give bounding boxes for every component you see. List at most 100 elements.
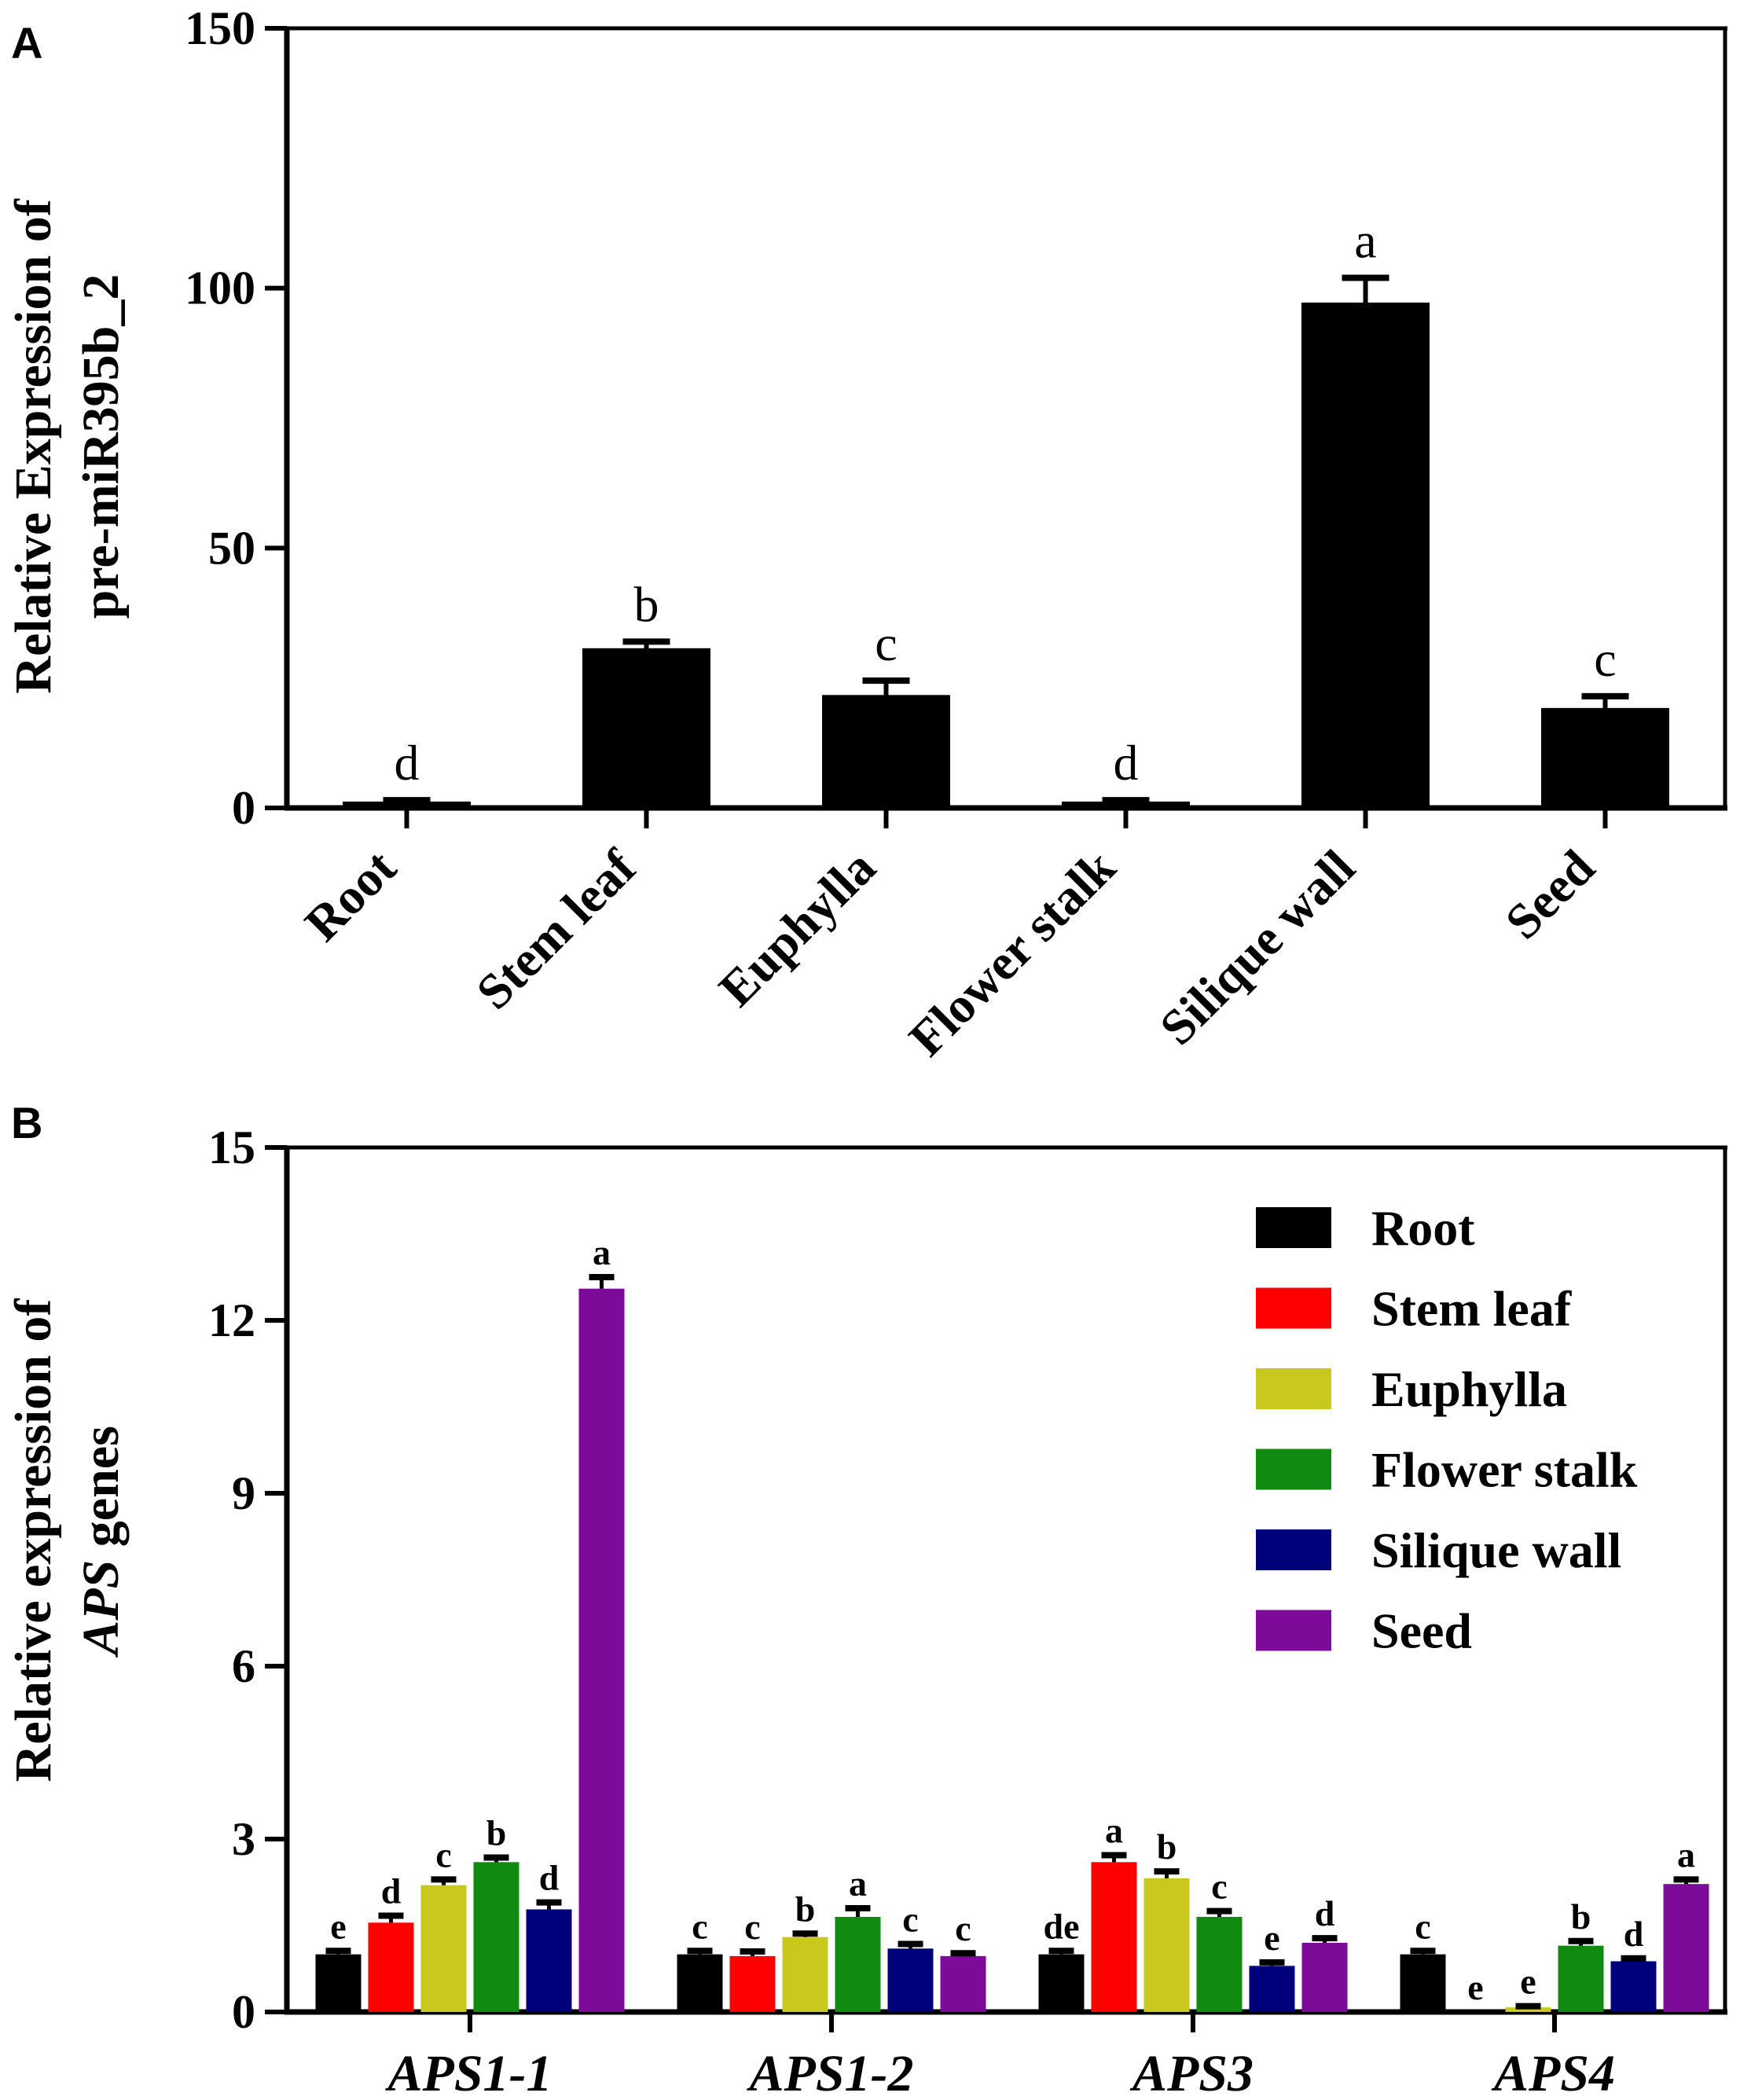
- legend-label: Flower stalk: [1371, 1442, 1638, 1498]
- panel-b-ytick-label: 9: [232, 1467, 255, 1519]
- panel-a-ylabel-line1: Relative Expression of: [5, 198, 62, 693]
- panel-a-bar: [343, 801, 471, 810]
- panel-b-ylabel-italic: APS: [72, 1560, 130, 1658]
- panel-a-significance-letter: a: [1354, 212, 1376, 268]
- panel-a-bar: [1062, 801, 1190, 810]
- panel-b-bar: [1091, 1862, 1137, 2012]
- panel-a-ytick-label: 0: [232, 782, 255, 834]
- panel-b-significance-letter: d: [1315, 1893, 1335, 1933]
- panel-a-bar: [1301, 303, 1430, 810]
- panel-b-bar: [1196, 1917, 1243, 2012]
- panel-b-label: B: [11, 1098, 42, 1147]
- panel-b-bar: [677, 1954, 723, 2012]
- panel-b-significance-letter: a: [593, 1232, 611, 1272]
- panel-b-significance-letter: e: [1467, 1967, 1483, 2007]
- panel-b-category-label: APS4: [1491, 2045, 1615, 2100]
- panel-b-significance-letter: a: [1105, 1811, 1123, 1851]
- panel-a-ytick-label: 150: [185, 2, 255, 54]
- panel-b-bar: [1143, 1878, 1190, 2012]
- panel-b-bar: [1249, 1966, 1295, 2012]
- legend-swatch: [1256, 1448, 1331, 1490]
- panel-a-significance-letter: d: [395, 735, 420, 791]
- legend-swatch: [1256, 1368, 1331, 1409]
- panel-b-bar: [729, 1955, 776, 2012]
- legend-swatch: [1256, 1207, 1331, 1248]
- panel-a-label: A: [11, 18, 42, 68]
- panel-a-category-label: Euphylla: [708, 839, 886, 1017]
- panel-a-bar: [582, 648, 710, 810]
- panel-b-bar: [1301, 1943, 1348, 2012]
- panel-a-category-label: Stem leaf: [466, 839, 647, 1019]
- panel-b-bar: [368, 1922, 414, 2012]
- panel-a-significance-letter: b: [634, 576, 659, 632]
- panel-a-significance-letter: c: [875, 615, 897, 671]
- panel-b-significance-letter: d: [381, 1871, 402, 1911]
- panel-b-significance-letter: b: [1157, 1826, 1177, 1867]
- panel-a-ylabel-line2: pre-miR395b_2: [72, 274, 130, 619]
- panel-b-significance-letter: e: [1520, 1962, 1536, 2002]
- panel-a-category-label: Seed: [1495, 839, 1606, 950]
- panel-b-significance-letter: c: [435, 1834, 451, 1874]
- panel-b-ylabel-rest: genes: [72, 1426, 130, 1559]
- legend-label: Root: [1371, 1200, 1475, 1256]
- panel-b-ytick-label: 15: [208, 1122, 255, 1173]
- panel-a-significance-letter: d: [1114, 735, 1139, 791]
- panel-b-ylabel-line1: Relative expression of: [5, 1298, 62, 1782]
- panel-b-bar: [578, 1288, 625, 2012]
- legend-label: Silique wall: [1371, 1522, 1621, 1578]
- panel-b-significance-letter: c: [902, 1899, 918, 1939]
- panel-a-ytick-label: 100: [185, 262, 255, 314]
- panel-b-significance-letter: c: [1415, 1906, 1430, 1946]
- panel-b-significance-letter: d: [539, 1858, 560, 1898]
- legend-swatch: [1256, 1287, 1331, 1329]
- panel-b-bar: [1558, 1945, 1604, 2012]
- panel-a-bar: [822, 695, 950, 810]
- panel-b-bar: [473, 1862, 519, 2012]
- panel-b-significance-letter: e: [330, 1906, 346, 1946]
- panel-b-chart: B Relative expression of APS genes 0 3 6 9 1…: [5, 1098, 1727, 2100]
- panel-b-significance-letter: b: [1571, 1896, 1591, 1937]
- panel-b-significance-letter: de: [1044, 1906, 1080, 1946]
- panel-b-category-label: APS1-2: [746, 2045, 913, 2100]
- panel-b-category-label: APS3: [1129, 2045, 1254, 2100]
- panel-b-bar: [420, 1885, 467, 2012]
- legend-label: Euphylla: [1371, 1361, 1567, 1417]
- panel-a-category-label: Flower stalk: [898, 839, 1126, 1067]
- panel-b-bar: [1400, 1954, 1446, 2012]
- panel-b-significance-letter: c: [955, 1908, 971, 1948]
- panel-b-category-label: APS1-1: [384, 2045, 552, 2100]
- panel-b-bar: [940, 1955, 986, 2012]
- panel-b-significance-letter: a: [849, 1863, 867, 1904]
- panel-b-bar: [782, 1937, 828, 2012]
- panel-b-significance-letter: c: [692, 1906, 707, 1946]
- panel-b-bar: [1663, 1884, 1709, 2012]
- panel-b-bar: [887, 1948, 934, 2012]
- panel-b-bar: [1610, 1961, 1657, 2012]
- panel-b-ytick-label: 12: [208, 1294, 255, 1346]
- panel-b-significance-letter: b: [795, 1889, 816, 1929]
- panel-b-significance-letter: c: [1211, 1867, 1227, 1907]
- legend-label: Stem leaf: [1371, 1281, 1572, 1337]
- panel-a-significance-letter: c: [1594, 631, 1616, 687]
- panel-b-bar: [1505, 2007, 1551, 2012]
- panel-b-significance-letter: d: [1624, 1914, 1644, 1954]
- panel-b-ytick-label: 3: [232, 1813, 255, 1865]
- panel-b-significance-letter: a: [1677, 1834, 1695, 1874]
- panel-b-significance-letter: e: [1264, 1918, 1279, 1958]
- legend-swatch: [1256, 1529, 1331, 1570]
- panel-a-category-label: Silique wall: [1149, 839, 1365, 1056]
- panel-b-ytick-label: 6: [232, 1640, 255, 1692]
- panel-a-category-label: Root: [294, 839, 407, 952]
- panel-a-ytick-label: 50: [208, 522, 255, 574]
- panel-a-bar: [1541, 707, 1669, 810]
- panel-b-bar: [1038, 1954, 1085, 2012]
- panel-b-bar: [315, 1954, 362, 2012]
- panel-b-bar: [835, 1917, 881, 2012]
- panel-b-significance-letter: b: [486, 1812, 507, 1852]
- panel-b-significance-letter: c: [744, 1907, 760, 1947]
- legend-label: Seed: [1371, 1603, 1472, 1659]
- panel-b-ytick-label: 0: [232, 1986, 255, 2038]
- legend-swatch: [1256, 1610, 1331, 1651]
- panel-b-ylabel-line2: APS genes: [72, 1426, 130, 1658]
